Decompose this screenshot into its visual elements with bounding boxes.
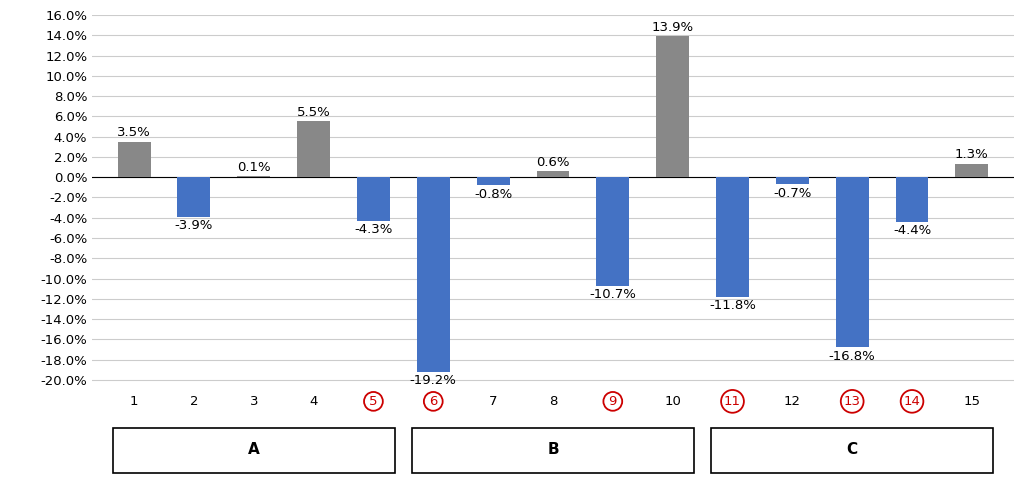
Text: 1.3%: 1.3% — [955, 148, 989, 162]
Text: -0.7%: -0.7% — [773, 187, 812, 200]
Bar — [476, 177, 510, 186]
Bar — [716, 177, 749, 297]
Bar — [537, 171, 569, 177]
Text: -4.4%: -4.4% — [893, 224, 931, 237]
Bar — [238, 176, 270, 177]
Text: -4.3%: -4.3% — [354, 224, 392, 236]
Text: -0.8%: -0.8% — [474, 188, 512, 201]
Text: 0.1%: 0.1% — [237, 160, 270, 173]
Bar — [118, 142, 151, 177]
Text: B: B — [547, 442, 559, 458]
Text: -3.9%: -3.9% — [175, 219, 213, 232]
Bar — [955, 164, 988, 177]
Bar — [776, 177, 809, 184]
Text: C: C — [847, 442, 858, 458]
Text: A: A — [248, 442, 260, 458]
Text: 0.6%: 0.6% — [537, 156, 569, 168]
FancyBboxPatch shape — [712, 428, 993, 472]
Bar — [417, 177, 450, 372]
Bar — [596, 177, 630, 286]
Bar — [896, 177, 929, 222]
Text: -19.2%: -19.2% — [410, 374, 457, 388]
Text: 13.9%: 13.9% — [651, 20, 693, 34]
Text: 3.5%: 3.5% — [117, 126, 151, 139]
Text: -11.8%: -11.8% — [709, 300, 756, 312]
Bar — [836, 177, 868, 348]
Text: -16.8%: -16.8% — [828, 350, 876, 363]
Bar — [656, 36, 689, 177]
FancyBboxPatch shape — [412, 428, 694, 472]
FancyBboxPatch shape — [113, 428, 394, 472]
Text: 5.5%: 5.5% — [297, 106, 331, 119]
Text: -10.7%: -10.7% — [590, 288, 636, 301]
Bar — [297, 122, 330, 177]
Bar — [357, 177, 390, 220]
Bar — [177, 177, 210, 216]
